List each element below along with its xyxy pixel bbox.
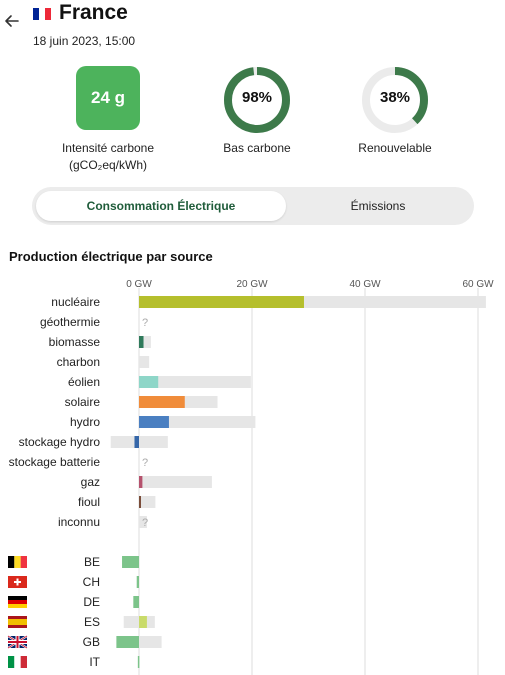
low-carbon-ring	[224, 67, 290, 133]
renewable-label: Renouvelable	[358, 141, 432, 155]
production-bar	[139, 496, 141, 508]
carbon-intensity-badge: 24 g	[76, 66, 140, 130]
renewable-ring-fill	[362, 67, 428, 133]
exchange-label: CH	[83, 575, 100, 589]
exchange-bar	[136, 576, 139, 588]
exchange-label: DE	[83, 595, 100, 609]
production-bar	[139, 336, 144, 348]
exchange-bar	[122, 556, 139, 568]
country-title: France	[59, 1, 128, 24]
exchange-label: IT	[89, 655, 100, 669]
source-label: gaz	[81, 475, 100, 489]
source-label: solaire	[65, 395, 101, 409]
source-label: géothermie	[40, 315, 100, 329]
flag-ch-icon	[8, 576, 27, 588]
capacity-bar	[139, 376, 251, 388]
flag-es-icon	[8, 616, 27, 628]
flag-it-icon	[8, 656, 27, 668]
exchange-bar	[116, 636, 139, 648]
capacity-bar	[139, 336, 151, 348]
production-bar	[139, 376, 159, 388]
exchange-label: GB	[83, 635, 100, 649]
unknown-marker: ?	[142, 317, 148, 329]
tab-consommation[interactable]: Consommation Électrique	[36, 191, 286, 221]
capacity-bar	[110, 436, 168, 448]
tab-emissions[interactable]: Émissions	[350, 199, 406, 213]
production-bar	[139, 396, 185, 408]
datetime-label: 18 juin 2023, 15:00	[33, 34, 136, 48]
unknown-marker: ?	[142, 457, 148, 469]
capacity-bar	[139, 476, 212, 488]
production-chart: 0 GW 20 GW 40 GW 60 GW nucléaire géothermie ? b…	[7, 279, 494, 675]
production-bar	[139, 476, 143, 488]
carbon-intensity-label-line1: Intensité carbone	[61, 141, 155, 155]
source-label: stockage hydro	[19, 435, 101, 449]
source-label: nucléaire	[51, 295, 100, 309]
unknown-marker: ?	[142, 517, 148, 529]
source-label: éolien	[68, 375, 100, 389]
x-tick-label: 0 GW	[126, 279, 152, 290]
flag-fr-icon	[33, 8, 51, 20]
x-tick-label: 60 GW	[462, 279, 494, 290]
flag-de-icon	[8, 596, 27, 608]
production-bar	[139, 416, 169, 428]
exchange-bar	[133, 596, 139, 608]
capacity-bar	[139, 496, 156, 508]
flag-be-icon	[8, 556, 27, 568]
carbon-intensity-label: Intensité carbone (gCO₂eq/kWh)	[48, 140, 168, 174]
x-tick-label: 40 GW	[349, 279, 381, 290]
source-label: hydro	[70, 415, 100, 429]
back-arrow-icon[interactable]	[2, 8, 22, 32]
production-bar	[139, 296, 304, 308]
capacity-bar	[139, 516, 147, 528]
renewable-value: 38%	[379, 89, 411, 106]
x-tick-label: 20 GW	[236, 279, 268, 290]
exchange-label: BE	[84, 555, 100, 569]
flag-gb-icon	[7, 635, 28, 649]
low-carbon-label: Bas carbone	[223, 141, 291, 155]
renewable-ring	[362, 67, 428, 133]
capacity-bar	[139, 356, 150, 368]
production-bar	[134, 436, 139, 448]
chart-title: Production électrique par source	[9, 249, 213, 264]
carbon-intensity-unit: (gCO₂eq/kWh)	[68, 158, 147, 172]
source-label: fioul	[78, 495, 100, 509]
exchange-bar	[139, 616, 147, 628]
exchange-label: ES	[84, 615, 100, 629]
source-label: charbon	[57, 355, 100, 369]
source-label: stockage batterie	[9, 455, 101, 469]
low-carbon-ring-fill	[224, 67, 290, 133]
source-label: inconnu	[58, 515, 100, 529]
source-label: biomasse	[49, 335, 101, 349]
view-toggle: Consommation Électrique Émissions	[32, 187, 474, 225]
exchange-bar	[137, 656, 140, 668]
low-carbon-value: 98%	[241, 89, 273, 106]
